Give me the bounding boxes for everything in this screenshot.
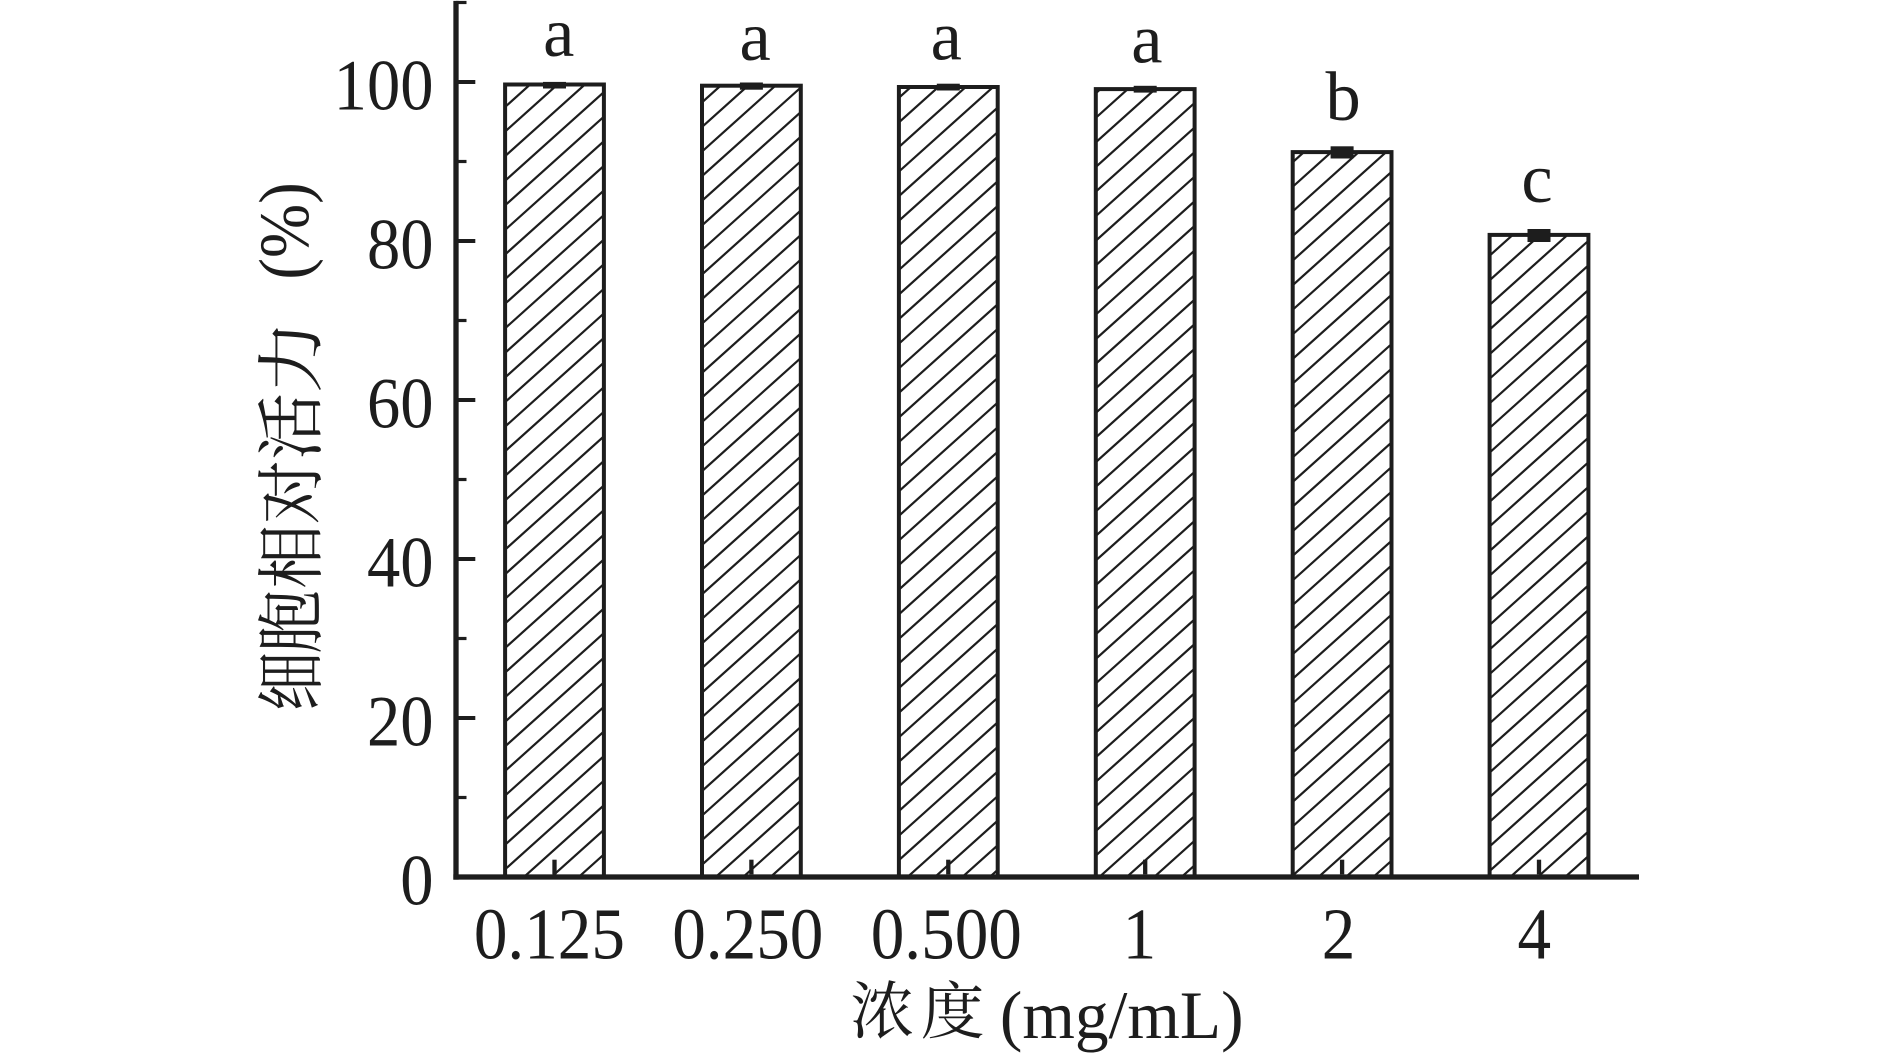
svg-text:2: 2 <box>1322 895 1356 975</box>
svg-text:100: 100 <box>334 46 434 126</box>
svg-text:a: a <box>1131 2 1162 79</box>
svg-text:b: b <box>1325 59 1360 136</box>
svg-text:0: 0 <box>400 841 433 921</box>
svg-text:0.250: 0.250 <box>672 895 823 975</box>
svg-text:a: a <box>931 0 962 76</box>
svg-text:c: c <box>1521 141 1552 218</box>
svg-text:(mg/mL): (mg/mL) <box>1000 978 1244 1053</box>
svg-text:20: 20 <box>367 682 434 762</box>
svg-text:(%): (%) <box>244 182 323 279</box>
svg-text:40: 40 <box>367 523 434 603</box>
svg-text:a: a <box>543 0 574 72</box>
svg-text:0.500: 0.500 <box>871 895 1022 975</box>
svg-text:4: 4 <box>1518 895 1552 975</box>
svg-text:1: 1 <box>1123 895 1157 975</box>
svg-text:60: 60 <box>367 364 434 444</box>
svg-text:a: a <box>739 0 770 76</box>
svg-text:80: 80 <box>367 205 434 285</box>
svg-text:0.125: 0.125 <box>474 895 625 975</box>
